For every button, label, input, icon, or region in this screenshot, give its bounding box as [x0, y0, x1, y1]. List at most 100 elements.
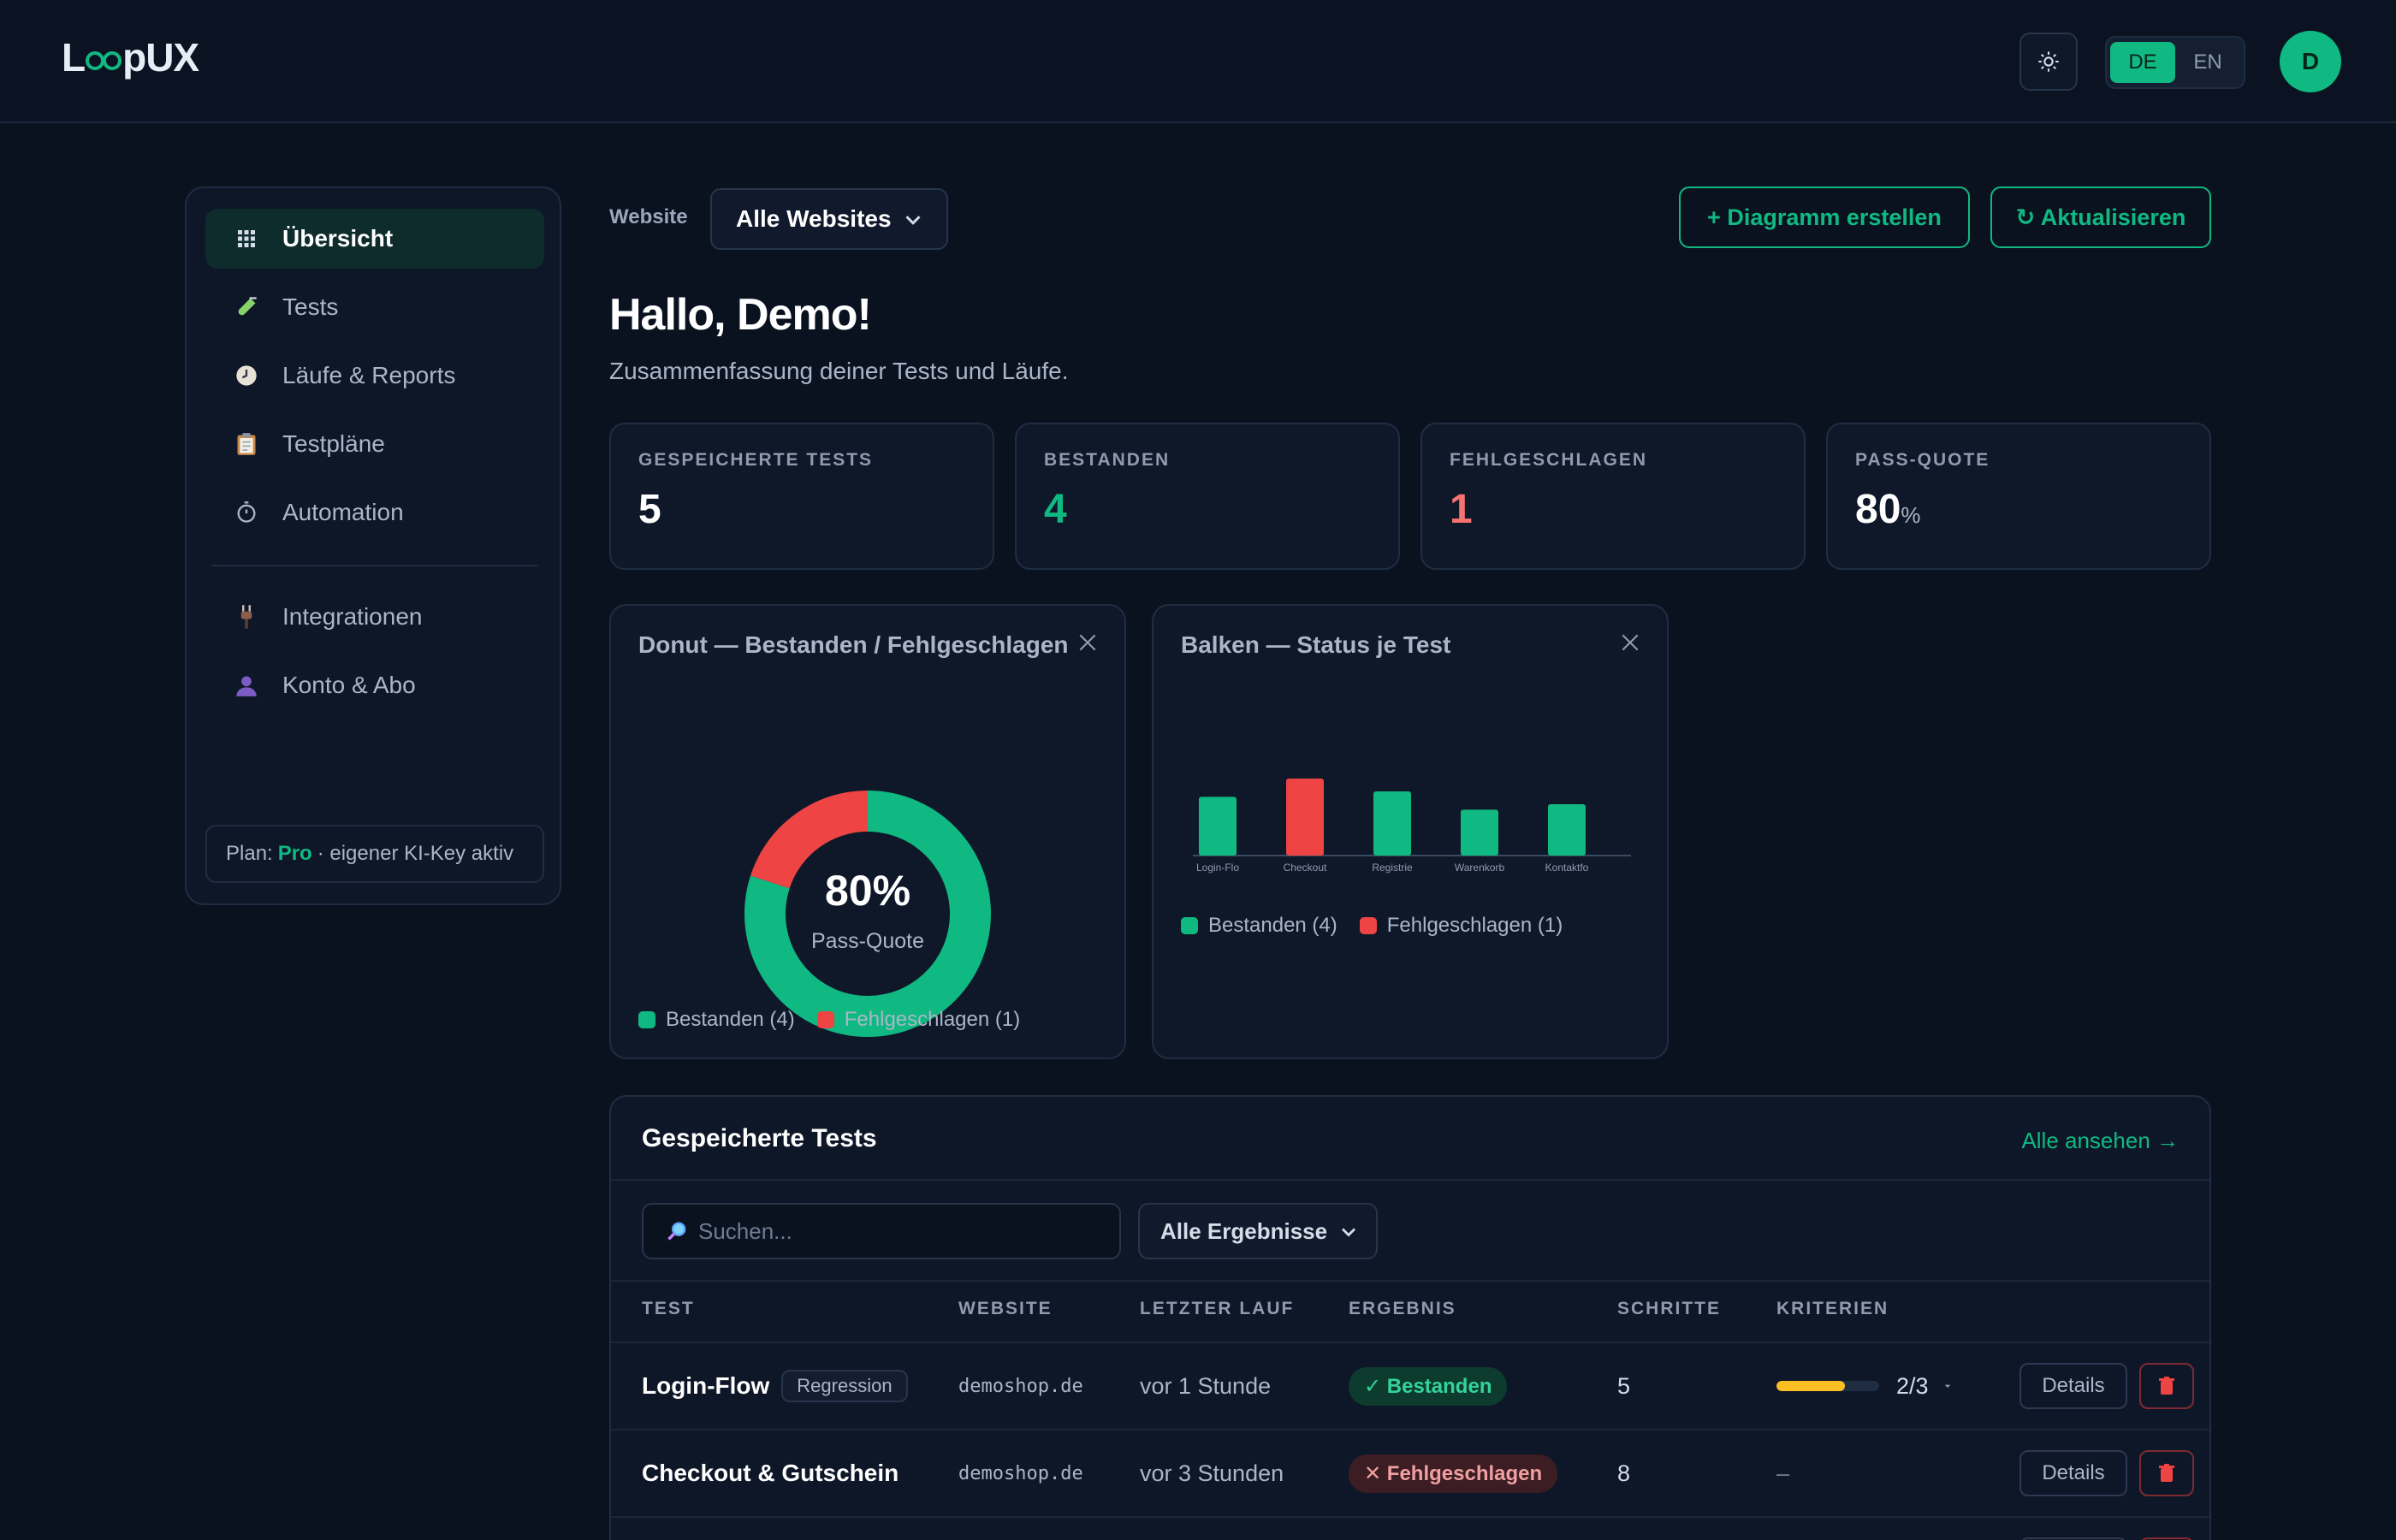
chart-legend: Bestanden (4) Fehlgeschlagen (1)	[638, 1008, 1042, 1032]
criteria-cell: 2/3	[1776, 1343, 1954, 1429]
website-cell: demoshop.de	[958, 1462, 1083, 1484]
criteria-progress-fill	[1776, 1381, 1846, 1391]
refresh-button[interactable]: ↻ Aktualisieren	[1990, 187, 2211, 248]
legend-item-failed: Fehlgeschlagen (1)	[1359, 914, 1563, 938]
legend-item-passed: Bestanden (4)	[638, 1008, 795, 1032]
sidebar-item-laeufe[interactable]: Läufe & Reports	[205, 346, 544, 406]
lang-en-button[interactable]: EN	[2193, 50, 2222, 74]
sidebar-item-label: Testpläne	[282, 430, 385, 457]
trash-icon	[2159, 1377, 2174, 1395]
stat-value: 1	[1450, 487, 1473, 532]
stat-label: PASS-QUOTE	[1855, 450, 1990, 470]
stat-value: 80%	[1855, 487, 1921, 532]
status-badge: ✓ Bestanden	[1349, 1366, 1508, 1406]
bar-0	[1199, 797, 1237, 856]
sidebar-item-konto[interactable]: Konto & Abo	[205, 655, 544, 715]
table-row[interactable]: Checkout & Gutschein demoshop.de vor 3 S…	[611, 1430, 2209, 1516]
sidebar-item-tests[interactable]: Tests	[205, 277, 544, 337]
donut-center-label: Pass-Quote	[811, 929, 924, 953]
sidebar-item-label: Automation	[282, 499, 404, 525]
grid-icon	[231, 229, 262, 248]
sidebar-item-label: Übersicht	[282, 225, 394, 252]
donut-chart-card: Donut — Bestanden / Fehlgeschlagen 80% Pa…	[609, 604, 1126, 1059]
result-filter-select[interactable]: Alle Ergebnisse	[1138, 1203, 1378, 1259]
donut-center-value: 80%	[825, 867, 910, 915]
avatar[interactable]: D	[2280, 31, 2341, 92]
stat-label: BESTANDEN	[1044, 450, 1171, 470]
stat-card-passed: BESTANDEN 4	[1015, 423, 1400, 570]
sidebar-item-label: Konto & Abo	[282, 672, 416, 698]
website-select[interactable]: Alle Websites	[710, 188, 948, 250]
top-bar: L pUX DE EN D	[0, 0, 2396, 123]
sidebar-item-label: Integrationen	[282, 603, 423, 630]
sidebar-item-integrationen[interactable]: Integrationen	[205, 587, 544, 647]
stat-label: GESPEICHERTE TESTS	[638, 450, 874, 470]
logo[interactable]: L pUX	[62, 35, 199, 80]
status-badge: ✕ Fehlgeschlagen	[1349, 1454, 1558, 1493]
criteria-progress-bar	[1776, 1381, 1879, 1391]
sidebar-item-uebersicht[interactable]: Übersicht	[205, 209, 544, 269]
lang-de-button[interactable]: DE	[2110, 42, 2175, 83]
bar-3	[1461, 809, 1498, 856]
sidebar-item-label: Tests	[282, 293, 339, 320]
chart-title: Balken — Status je Test	[1181, 631, 1451, 658]
plug-icon	[231, 604, 262, 630]
chevron-down-icon	[1342, 1228, 1355, 1237]
donut-slice-fehlgeschlagen	[750, 791, 868, 889]
language-switch: DE EN	[2105, 36, 2245, 89]
x-tick-label: Registrie	[1372, 862, 1413, 874]
chart-legend: Bestanden (4) Fehlgeschlagen (1)	[1181, 914, 1585, 938]
divider	[611, 1342, 2209, 1343]
result-cell: ✓ Bestanden	[1349, 1343, 1508, 1429]
donut-slice-bestanden	[744, 791, 991, 1037]
column-header: ERGEBNIS	[1349, 1299, 1456, 1318]
last-run-cell: vor 1 Stunde	[1140, 1372, 1272, 1399]
close-icon[interactable]	[1619, 631, 1641, 654]
column-header: LETZTER LAUF	[1140, 1299, 1295, 1318]
legend-item-failed: Fehlgeschlagen (1)	[816, 1008, 1020, 1032]
details-button[interactable]: Details	[2019, 1363, 2127, 1409]
legend-item-passed: Bestanden (4)	[1181, 914, 1337, 938]
column-header: TEST	[642, 1299, 695, 1318]
steps-cell: 8	[1617, 1460, 1631, 1486]
delete-button[interactable]	[2139, 1450, 2194, 1496]
website-cell: demoshop.de	[958, 1375, 1083, 1397]
theme-toggle-button[interactable]	[2019, 33, 2078, 91]
search-input[interactable]: Suchen...	[642, 1203, 1121, 1259]
table-row[interactable]: Login-Flow Regression demoshop.de vor 1 S…	[611, 1343, 2209, 1429]
table-row[interactable]	[611, 1518, 2209, 1540]
stat-unit: %	[1901, 502, 1921, 528]
clipboard-icon	[231, 432, 262, 456]
x-tick-label: Checkout	[1284, 862, 1327, 874]
sidebar-item-automation[interactable]: Automation	[205, 483, 544, 542]
details-button[interactable]: Details	[2019, 1450, 2127, 1496]
column-header: SCHRITTE	[1617, 1299, 1721, 1318]
page-subtitle: Zusammenfassung deiner Tests und Läufe.	[609, 358, 1069, 384]
test-tube-icon	[231, 295, 262, 319]
delete-button[interactable]	[2139, 1363, 2194, 1409]
sidebar-divider	[212, 565, 537, 566]
last-run-cell: vor 3 Stunden	[1140, 1460, 1284, 1486]
stat-value: 5	[638, 487, 661, 532]
create-chart-button[interactable]: + Diagramm erstellen	[1679, 187, 1970, 248]
bar-2	[1373, 791, 1411, 856]
user-icon	[231, 673, 262, 697]
sidebar-item-label: Läufe & Reports	[282, 362, 456, 388]
bar-chart-card: Balken — Status je Test Login-Flo Checkou…	[1152, 604, 1669, 1059]
section-title: Gespeicherte Tests	[642, 1124, 877, 1152]
stat-card-pass-rate: PASS-QUOTE 80%	[1826, 423, 2211, 570]
divider	[611, 1179, 2209, 1181]
plan-name: Pro	[277, 842, 312, 865]
chevron-down-icon	[905, 216, 921, 225]
bar-4	[1548, 804, 1586, 856]
x-tick-label: Login-Flo	[1196, 862, 1239, 874]
sidebar: Übersicht Tests Läufe & Reports Testplän…	[185, 187, 561, 905]
caret-down-icon[interactable]	[1941, 1379, 1954, 1393]
x-tick-label: Kontaktfo	[1545, 862, 1589, 874]
sun-icon	[2038, 51, 2059, 72]
sidebar-item-testplaene[interactable]: Testpläne	[205, 414, 544, 474]
divider	[611, 1429, 2209, 1430]
close-icon[interactable]	[1076, 631, 1099, 654]
view-all-link[interactable]: Alle ansehen →	[2021, 1128, 2179, 1153]
column-header: WEBSITE	[958, 1299, 1053, 1318]
